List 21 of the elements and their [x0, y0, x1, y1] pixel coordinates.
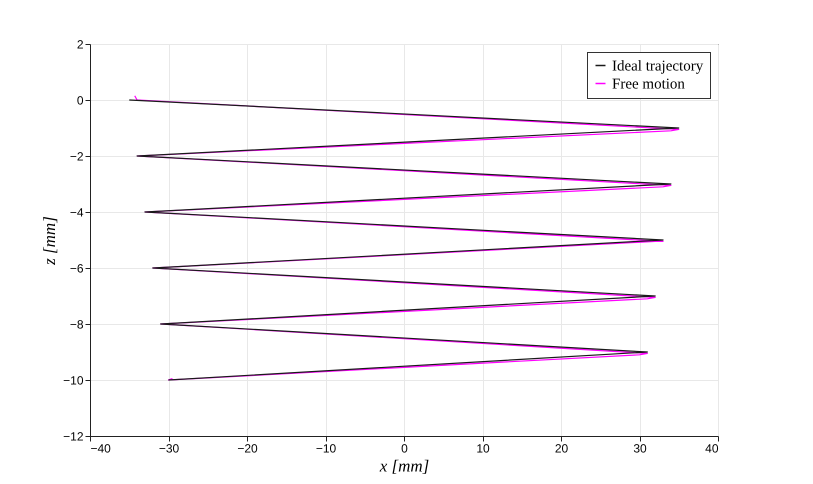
x-tick-label: 20: [554, 442, 568, 456]
y-tick-label: −6: [70, 262, 84, 276]
y-tick-label: −2: [70, 150, 84, 164]
x-tick-label: 0: [401, 442, 408, 456]
y-tick-label: 0: [76, 94, 84, 108]
x-tick-label: −20: [237, 442, 258, 456]
x-tick-label: −10: [316, 442, 336, 456]
legend-label: Free motion: [612, 76, 686, 92]
x-tick-label: 30: [633, 442, 647, 456]
x-tick-label: 10: [476, 442, 490, 456]
x-tick-label: −30: [158, 442, 180, 456]
x-tick-label: 40: [705, 442, 719, 456]
y-tick-label: 2: [76, 38, 84, 52]
legend-label: Ideal trajectory: [612, 58, 704, 74]
x-tick-label: −40: [90, 442, 112, 456]
y-axis-title: z [mm]: [40, 216, 60, 266]
y-tick-label: −4: [70, 206, 84, 220]
y-tick-label: −8: [70, 318, 84, 332]
y-tick-label: −12: [63, 430, 84, 444]
y-tick-label: −10: [63, 374, 84, 388]
x-axis-title: x [mm]: [378, 456, 430, 476]
